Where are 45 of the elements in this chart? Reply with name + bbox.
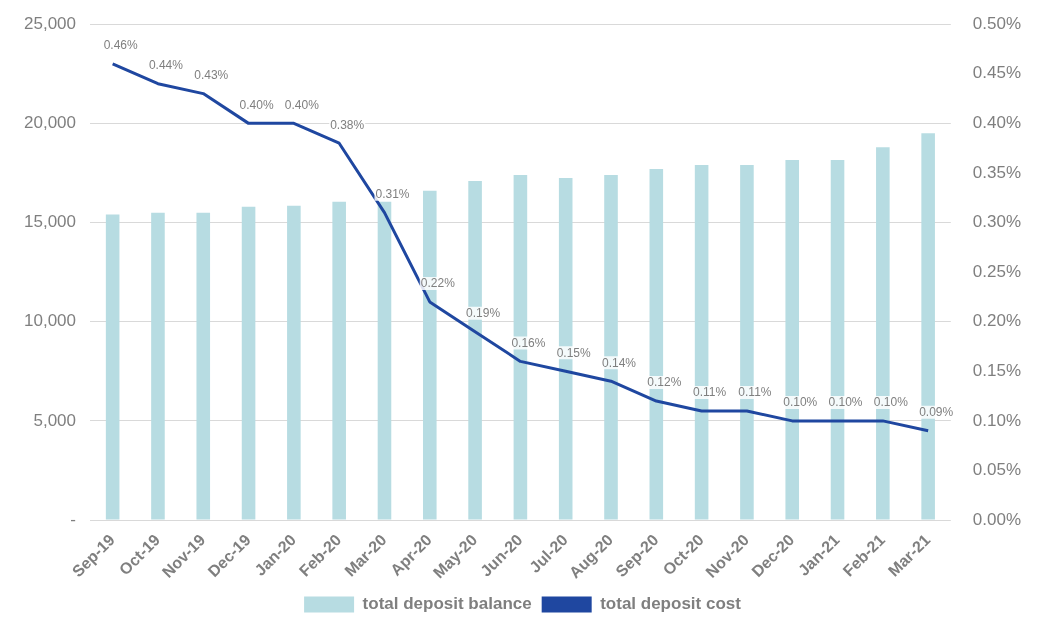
y2-tick-label: 0.25% (972, 261, 1021, 281)
y2-tick-label: 0.45% (972, 63, 1021, 83)
y2-tick-label: 0.50% (972, 13, 1021, 33)
data-label: 0.31% (375, 186, 410, 201)
data-label: 0.15% (556, 345, 592, 360)
data-label: 0.10% (873, 395, 909, 410)
data-label: 0.40% (239, 97, 274, 112)
y2-tick-label: 0.20% (972, 311, 1021, 331)
y2-tick-label: 0.35% (972, 162, 1021, 182)
data-label: 0.43% (194, 67, 229, 82)
data-label: 0.40% (284, 97, 320, 112)
bar (105, 214, 120, 520)
bar (287, 205, 301, 520)
data-label: 0.10% (828, 395, 863, 410)
data-label: 0.11% (738, 385, 772, 400)
data-label: 0.09% (919, 405, 954, 420)
bar (196, 212, 211, 520)
data-label: 0.38% (330, 117, 365, 132)
y2-tick-label: 0.00% (972, 509, 1021, 529)
data-label: 0.16% (511, 335, 546, 350)
legend-label: total deposit balance (362, 594, 532, 614)
bar (332, 201, 346, 520)
y-tick-label: - (70, 509, 76, 529)
data-label: 0.19% (466, 305, 501, 320)
data-label: 0.46% (103, 38, 138, 53)
bar (151, 212, 165, 520)
y-tick-label: 25,000 (24, 13, 76, 33)
y2-tick-label: 0.40% (972, 113, 1021, 133)
y-tick-label: 15,000 (24, 212, 76, 232)
data-label: 0.44% (148, 58, 184, 73)
y-tick-label: 20,000 (24, 113, 76, 133)
y2-tick-label: 0.10% (972, 410, 1021, 430)
bar (241, 206, 256, 520)
data-label: 0.11% (693, 385, 727, 400)
legend-label: total deposit cost (600, 594, 742, 614)
y2-tick-label: 0.30% (972, 212, 1021, 232)
y-tick-label: 10,000 (24, 311, 76, 331)
data-label: 0.14% (601, 355, 637, 370)
y-tick-label: 5,000 (33, 410, 76, 430)
bar (377, 201, 392, 520)
data-label: 0.22% (420, 276, 456, 291)
y2-tick-label: 0.05% (972, 460, 1021, 480)
data-label: 0.12% (647, 375, 682, 390)
data-label: 0.10% (783, 395, 818, 410)
y2-tick-label: 0.15% (972, 360, 1021, 380)
